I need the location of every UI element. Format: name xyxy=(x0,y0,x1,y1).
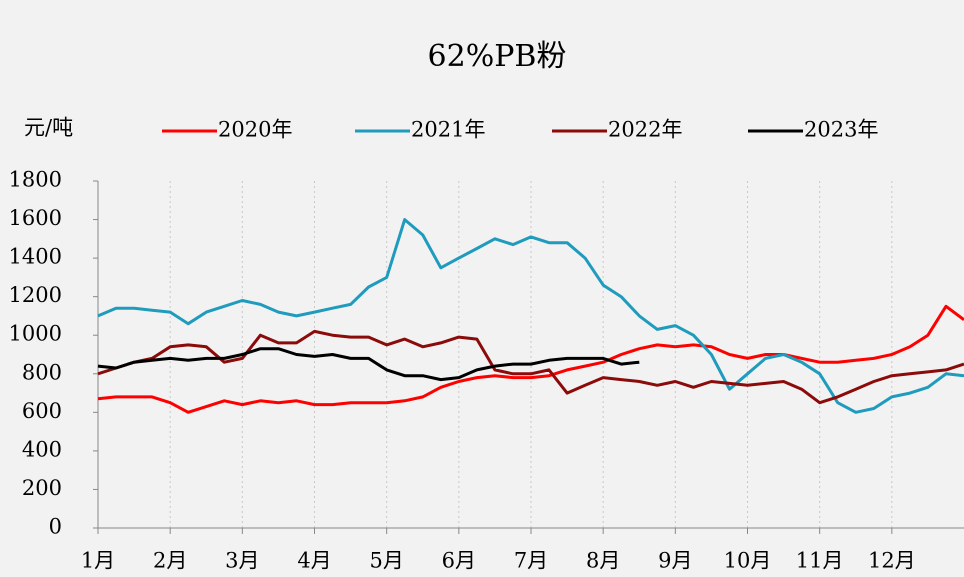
x-tick-label: 10月 xyxy=(724,549,772,573)
y-tick-label: 1600 xyxy=(9,206,62,230)
x-tick-label: 1月 xyxy=(81,549,115,573)
y-tick-label: 800 xyxy=(22,360,62,384)
line-series xyxy=(97,304,964,414)
y-tick-label: 1000 xyxy=(9,322,62,346)
y-tick-label: 1800 xyxy=(9,168,62,192)
x-tick-label: 9月 xyxy=(658,549,692,573)
line-series xyxy=(97,329,964,405)
y-tick-label: 600 xyxy=(22,399,62,423)
y-tick-label: 0 xyxy=(49,515,62,539)
y-tick-label: 400 xyxy=(22,437,62,461)
x-tick-label: 3月 xyxy=(225,549,259,573)
y-axis-label: 元/吨 xyxy=(24,116,73,140)
legend-label: 2022年 xyxy=(608,118,682,142)
y-tick-label: 1400 xyxy=(9,245,62,269)
y-tick-label: 200 xyxy=(22,476,62,500)
x-tick-label: 12月 xyxy=(868,549,916,573)
x-tick-label: 8月 xyxy=(586,549,620,573)
y-tick-label: 1200 xyxy=(9,283,62,307)
line-series xyxy=(97,218,964,414)
x-tick-label: 6月 xyxy=(442,549,476,573)
x-tick-label: 4月 xyxy=(297,549,331,573)
legend-label: 2023年 xyxy=(804,118,878,142)
x-tick-label: 7月 xyxy=(514,549,548,573)
x-tick-label: 2月 xyxy=(153,549,187,573)
legend-label: 2021年 xyxy=(411,118,485,142)
legend-label: 2020年 xyxy=(218,118,292,142)
x-tick-label: 5月 xyxy=(369,549,403,573)
line-series xyxy=(97,347,640,382)
chart-title: 62%PB粉 xyxy=(428,39,567,74)
x-tick-label: 11月 xyxy=(796,549,844,573)
